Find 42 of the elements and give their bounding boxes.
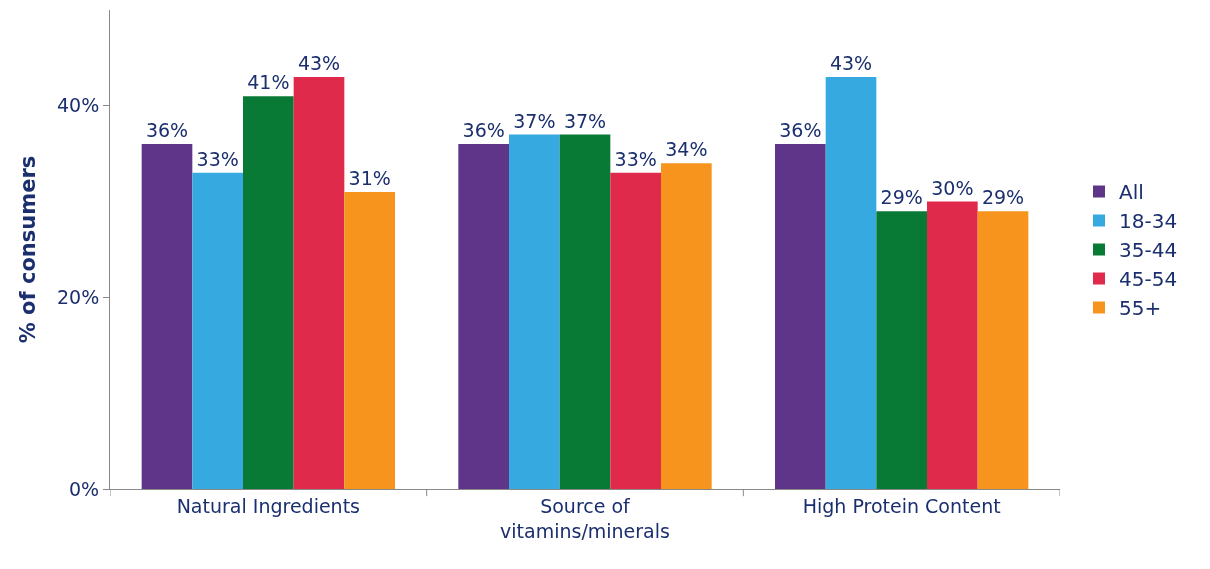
bar [775, 144, 826, 489]
x-tick-label: Natural Ingredients [176, 494, 360, 517]
legend-label: 45-54 [1119, 267, 1178, 292]
data-label: 29% [880, 186, 923, 209]
bar [876, 211, 927, 489]
bar [927, 201, 978, 489]
data-label: 36% [779, 119, 822, 142]
bar [458, 144, 509, 489]
x-tick-label: Source of vitamins/minerals [500, 494, 670, 542]
y-tick-label: 20% [56, 286, 100, 309]
data-label: 34% [665, 138, 708, 161]
legend-label: All [1119, 180, 1144, 205]
bar [293, 77, 345, 489]
legend-label: 55+ [1119, 296, 1162, 321]
data-label: 43% [829, 52, 873, 75]
data-label: 36% [145, 119, 189, 142]
bar [141, 144, 193, 489]
bar [344, 192, 395, 489]
bar [509, 134, 560, 489]
data-label: 36% [462, 119, 505, 142]
data-label: 33% [196, 147, 239, 170]
data-label: 41% [247, 71, 290, 94]
bar [192, 172, 243, 489]
bar [825, 77, 877, 489]
bar [243, 96, 294, 489]
y-tick-label: 40% [56, 94, 100, 117]
data-label: 30% [931, 176, 974, 199]
bar [559, 134, 611, 489]
data-label: 37% [513, 109, 556, 132]
legend-label: 18-34 [1119, 209, 1178, 234]
y-tick-label: 0% [69, 477, 100, 500]
data-label: 31% [348, 167, 391, 190]
data-label: 37% [563, 109, 607, 132]
data-label: 33% [614, 147, 657, 170]
bar [661, 163, 712, 489]
bar [977, 211, 1029, 489]
data-label: 29% [981, 186, 1025, 209]
data-label: 43% [297, 52, 341, 75]
bar [610, 172, 661, 489]
legend-label: 35-44 [1119, 238, 1178, 263]
x-tick-label: High Protein Content [802, 494, 1001, 517]
y-axis-title: % of consumers [16, 155, 41, 344]
